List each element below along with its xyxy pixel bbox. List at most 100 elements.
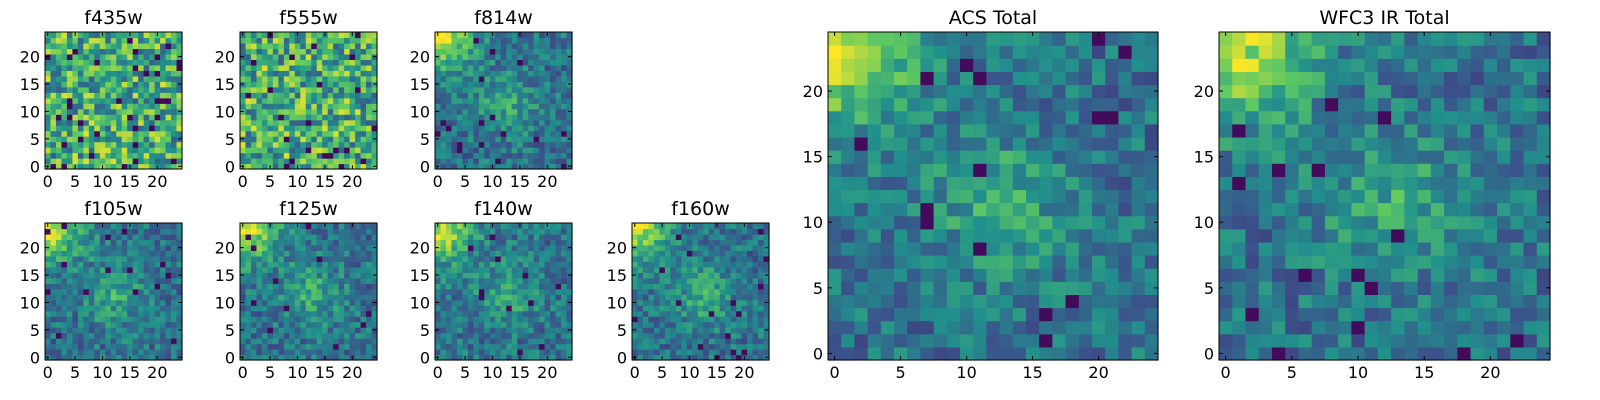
heatmap-cell: [533, 42, 540, 50]
heatmap-cell: [435, 103, 442, 110]
heatmap-cell: [371, 97, 378, 104]
heatmap-cell: [642, 354, 650, 361]
x-tick-label: 20: [537, 172, 557, 191]
heatmap-cell: [305, 255, 312, 262]
heatmap-cell: [294, 114, 301, 121]
heatmap-cell: [550, 48, 557, 55]
heatmap-cell: [511, 272, 518, 279]
heatmap-cell: [445, 266, 453, 273]
heatmap-cell: [648, 239, 655, 246]
heatmap-cell: [489, 70, 496, 77]
heatmap-cell: [55, 261, 63, 268]
heatmap-cell: [132, 277, 139, 284]
heatmap-cell: [267, 130, 274, 137]
heatmap-cell: [165, 239, 172, 246]
heatmap-cell: [94, 108, 101, 115]
heatmap-cell: [730, 316, 737, 323]
heatmap-cell: [272, 250, 279, 257]
heatmap-cell: [171, 119, 178, 126]
y-tick-label: 5: [30, 321, 40, 340]
heatmap-cell: [561, 283, 568, 290]
heatmap-cell: [517, 59, 524, 66]
heatmap-cell: [149, 32, 156, 39]
heatmap-cell: [72, 332, 79, 339]
heatmap-cell: [338, 70, 345, 77]
heatmap-cell: [176, 119, 183, 126]
heatmap-cell: [127, 321, 134, 328]
heatmap-cell: [45, 277, 52, 284]
heatmap-cell: [245, 266, 252, 273]
heatmap-cell: [333, 233, 340, 241]
heatmap-cell: [94, 42, 101, 50]
heatmap-cell: [127, 294, 134, 301]
heatmap-cell: [127, 305, 134, 312]
heatmap-cell: [1026, 294, 1040, 309]
heatmap-cell: [544, 266, 551, 273]
heatmap-cell: [555, 250, 562, 257]
heatmap-cell: [456, 81, 463, 88]
heatmap-cell: [250, 349, 258, 356]
heatmap-cell: [517, 108, 524, 115]
heatmap-cell: [154, 141, 161, 148]
heatmap-cell: [256, 239, 263, 246]
heatmap-cell: [828, 176, 842, 191]
heatmap-cell: [110, 119, 117, 126]
heatmap-cell: [360, 223, 367, 230]
heatmap-cell: [371, 321, 378, 328]
heatmap-cell: [160, 299, 167, 306]
heatmap-cell: [522, 97, 529, 104]
heatmap-cell: [495, 332, 502, 339]
heatmap-cell: [322, 152, 329, 159]
heatmap-cell: [539, 103, 546, 110]
heatmap-cell: [880, 163, 895, 177]
heatmap-cell: [338, 223, 345, 230]
heatmap-cell: [272, 228, 279, 235]
heatmap-cell: [360, 321, 367, 328]
heatmap-cell: [45, 152, 52, 159]
heatmap-cell: [451, 239, 458, 246]
heatmap-cell: [451, 119, 458, 126]
heatmap-cell: [311, 288, 318, 295]
heatmap-cell: [338, 283, 345, 290]
heatmap-cell: [907, 333, 921, 348]
heatmap-cell: [143, 261, 150, 268]
heatmap-cell: [344, 277, 351, 284]
heatmap-cell: [283, 86, 290, 93]
heatmap-cell: [478, 163, 485, 170]
heatmap-cell: [116, 37, 123, 44]
heatmap-cell: [88, 310, 95, 317]
heatmap-cell: [653, 294, 660, 301]
heatmap-cell: [528, 42, 535, 50]
heatmap-cell: [1118, 215, 1133, 230]
heatmap-cell: [517, 316, 524, 323]
heatmap-cell: [462, 288, 469, 295]
heatmap-cell: [245, 332, 252, 339]
heatmap-cell: [50, 37, 57, 44]
heatmap-cell: [973, 307, 987, 322]
heatmap-cell: [256, 228, 263, 235]
heatmap-cell: [94, 97, 101, 104]
heatmap-cell: [933, 255, 948, 269]
heatmap-cell: [305, 152, 312, 159]
heatmap-cell: [311, 228, 318, 235]
heatmap-cell: [933, 228, 948, 243]
heatmap-cell: [566, 283, 573, 290]
heatmap-cell: [132, 37, 139, 44]
heatmap-cell: [261, 223, 268, 230]
heatmap-cell: [462, 86, 469, 93]
x-tick-label: 10: [482, 363, 502, 382]
heatmap-cell: [495, 141, 502, 148]
heatmap-cell: [327, 48, 334, 55]
heatmap-cell: [1092, 215, 1106, 230]
heatmap-cell: [50, 97, 57, 104]
heatmap-cell: [435, 119, 442, 126]
heatmap-cell: [267, 86, 274, 93]
heatmap-cell: [528, 305, 535, 312]
heatmap-cell: [539, 92, 546, 99]
heatmap-cell: [55, 119, 63, 126]
heatmap-cell: [550, 141, 557, 148]
heatmap-cell: [344, 327, 351, 334]
heatmap-cell: [544, 338, 551, 345]
heatmap-cell: [495, 119, 502, 126]
heatmap-cell: [528, 343, 535, 350]
